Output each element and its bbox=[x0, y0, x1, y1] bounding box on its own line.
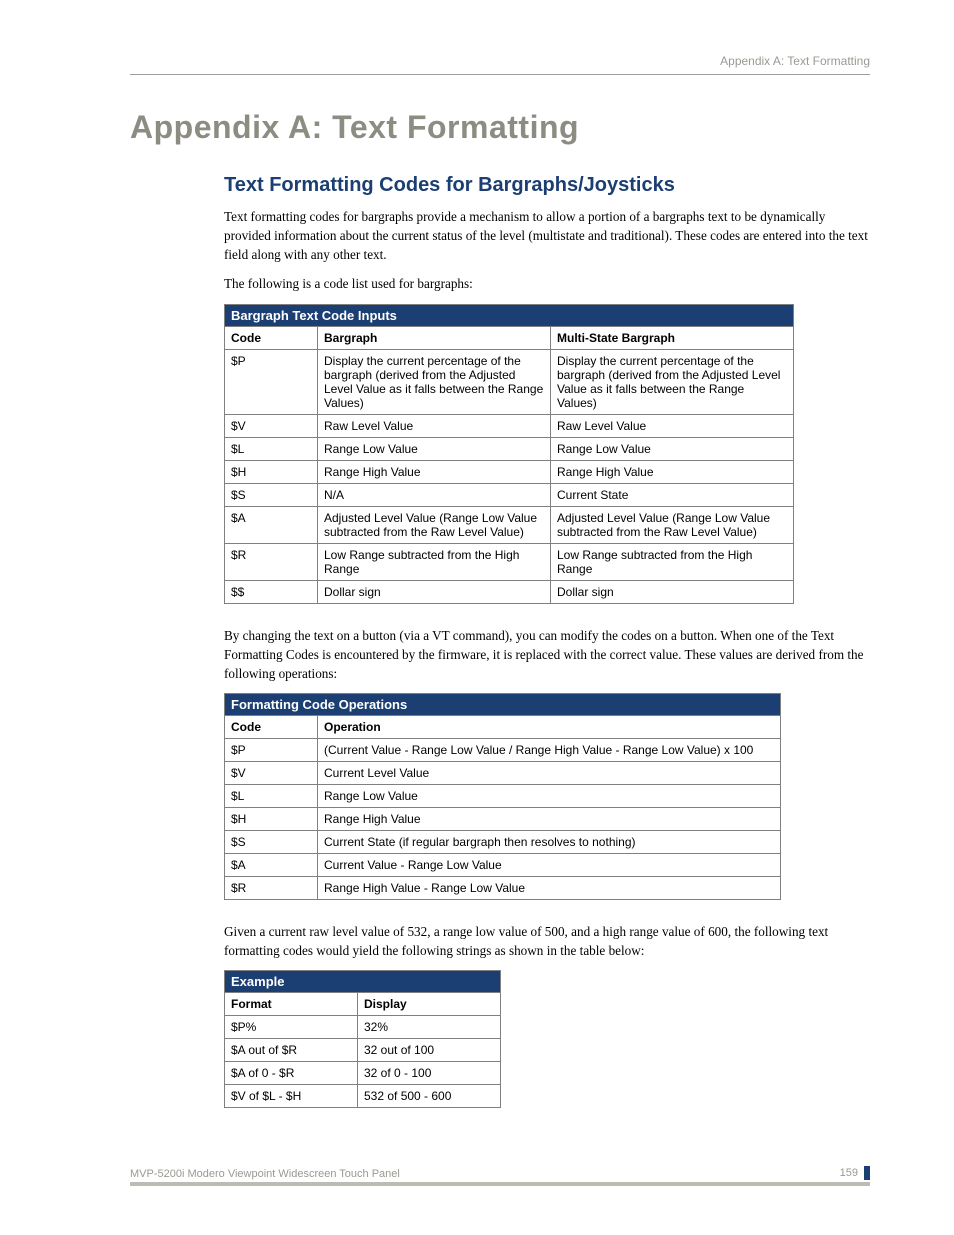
table-row: $VRaw Level ValueRaw Level Value bbox=[225, 414, 794, 437]
paragraph: Given a current raw level value of 532, … bbox=[224, 922, 870, 960]
column-header: Bargraph bbox=[318, 326, 551, 349]
column-header: Code bbox=[225, 715, 318, 738]
table-title: Bargraph Text Code Inputs bbox=[225, 304, 794, 326]
table-cell: Raw Level Value bbox=[318, 414, 551, 437]
table-header-row: FormatDisplay bbox=[225, 993, 501, 1016]
table-row: $SN/ACurrent State bbox=[225, 483, 794, 506]
page: Appendix A: Text Formatting Appendix A: … bbox=[0, 0, 954, 1204]
table-cell: Adjusted Level Value (Range Low Value su… bbox=[318, 506, 551, 543]
table-cell: $P% bbox=[225, 1016, 358, 1039]
table-cell: $P bbox=[225, 349, 318, 414]
table-row: $P(Current Value - Range Low Value / Ran… bbox=[225, 738, 781, 761]
table-row: $$Dollar signDollar sign bbox=[225, 580, 794, 603]
table-cell: Dollar sign bbox=[551, 580, 794, 603]
table-cell: 32 of 0 - 100 bbox=[358, 1062, 501, 1085]
table-header-row: CodeBargraphMulti-State Bargraph bbox=[225, 326, 794, 349]
table-row: $AAdjusted Level Value (Range Low Value … bbox=[225, 506, 794, 543]
table-cell: $V bbox=[225, 414, 318, 437]
table-cell: Range High Value bbox=[551, 460, 794, 483]
table-cell: Current Level Value bbox=[318, 761, 781, 784]
table-cell: Adjusted Level Value (Range Low Value su… bbox=[551, 506, 794, 543]
table-row: $HRange High ValueRange High Value bbox=[225, 460, 794, 483]
table-cell: $R bbox=[225, 876, 318, 899]
table-title: Example bbox=[225, 971, 501, 993]
table-cell: $$ bbox=[225, 580, 318, 603]
table-cell: $S bbox=[225, 830, 318, 853]
table-cell: 532 of 500 - 600 bbox=[358, 1085, 501, 1108]
table-cell: $H bbox=[225, 460, 318, 483]
table-cell: Range Low Value bbox=[318, 784, 781, 807]
footer-page-number: 159 bbox=[840, 1166, 870, 1180]
table-cell: $S bbox=[225, 483, 318, 506]
table-row: $LRange Low ValueRange Low Value bbox=[225, 437, 794, 460]
table-row: $P%32% bbox=[225, 1016, 501, 1039]
paragraph: By changing the text on a button (via a … bbox=[224, 626, 870, 683]
table-cell: $P bbox=[225, 738, 318, 761]
page-footer: MVP-5200i Modero Viewpoint Widescreen To… bbox=[130, 1166, 870, 1186]
table-cell: Current Value - Range Low Value bbox=[318, 853, 781, 876]
table-row: $LRange Low Value bbox=[225, 784, 781, 807]
running-header: Appendix A: Text Formatting bbox=[130, 54, 870, 75]
example-table: ExampleFormatDisplay$P%32%$A out of $R32… bbox=[224, 970, 501, 1108]
table-cell: 32 out of 100 bbox=[358, 1039, 501, 1062]
body: Text Formatting Codes for Bargraphs/Joys… bbox=[224, 174, 870, 1108]
table-cell: (Current Value - Range Low Value / Range… bbox=[318, 738, 781, 761]
page-title: Appendix A: Text Formatting bbox=[130, 109, 870, 146]
table-cell: Range High Value bbox=[318, 460, 551, 483]
table-cell: Display the current percentage of the ba… bbox=[318, 349, 551, 414]
table-header-row: CodeOperation bbox=[225, 715, 781, 738]
table-cell: $A out of $R bbox=[225, 1039, 358, 1062]
table-row: $ACurrent Value - Range Low Value bbox=[225, 853, 781, 876]
table-cell: Display the current percentage of the ba… bbox=[551, 349, 794, 414]
table-cell: $R bbox=[225, 543, 318, 580]
bargraph-codes-table: Bargraph Text Code InputsCodeBargraphMul… bbox=[224, 304, 794, 604]
table-cell: $H bbox=[225, 807, 318, 830]
footer-doc-title: MVP-5200i Modero Viewpoint Widescreen To… bbox=[130, 1168, 400, 1180]
table-cell: Range High Value - Range Low Value bbox=[318, 876, 781, 899]
table-cell: $A bbox=[225, 853, 318, 876]
table-cell: Low Range subtracted from the High Range bbox=[318, 543, 551, 580]
column-header: Display bbox=[358, 993, 501, 1016]
table-cell: $V bbox=[225, 761, 318, 784]
table-cell: Raw Level Value bbox=[551, 414, 794, 437]
table-cell: $V of $L - $H bbox=[225, 1085, 358, 1108]
table-row: $PDisplay the current percentage of the … bbox=[225, 349, 794, 414]
table-cell: Current State (if regular bargraph then … bbox=[318, 830, 781, 853]
formatting-operations-table: Formatting Code OperationsCodeOperation$… bbox=[224, 693, 781, 900]
page-number: 159 bbox=[840, 1167, 858, 1179]
table-row: $A out of $R32 out of 100 bbox=[225, 1039, 501, 1062]
column-header: Operation bbox=[318, 715, 781, 738]
table-cell: 32% bbox=[358, 1016, 501, 1039]
column-header: Code bbox=[225, 326, 318, 349]
table-row: $HRange High Value bbox=[225, 807, 781, 830]
paragraph: The following is a code list used for ba… bbox=[224, 274, 870, 293]
section-heading: Text Formatting Codes for Bargraphs/Joys… bbox=[224, 174, 870, 197]
table-cell: Range Low Value bbox=[551, 437, 794, 460]
table-row: $V of $L - $H532 of 500 - 600 bbox=[225, 1085, 501, 1108]
table-cell: Dollar sign bbox=[318, 580, 551, 603]
table-row: $VCurrent Level Value bbox=[225, 761, 781, 784]
table-cell: Range High Value bbox=[318, 807, 781, 830]
table-row: $RRange High Value - Range Low Value bbox=[225, 876, 781, 899]
table-row: $SCurrent State (if regular bargraph the… bbox=[225, 830, 781, 853]
column-header: Multi-State Bargraph bbox=[551, 326, 794, 349]
table-cell: $L bbox=[225, 437, 318, 460]
table-cell: $L bbox=[225, 784, 318, 807]
table-cell: N/A bbox=[318, 483, 551, 506]
table-row: $A of 0 - $R32 of 0 - 100 bbox=[225, 1062, 501, 1085]
table-cell: $A of 0 - $R bbox=[225, 1062, 358, 1085]
table-cell: Current State bbox=[551, 483, 794, 506]
footer-accent-bar bbox=[864, 1166, 870, 1180]
table-cell: Range Low Value bbox=[318, 437, 551, 460]
paragraph: Text formatting codes for bargraphs prov… bbox=[224, 207, 870, 264]
table-cell: $A bbox=[225, 506, 318, 543]
table-cell: Low Range subtracted from the High Range bbox=[551, 543, 794, 580]
column-header: Format bbox=[225, 993, 358, 1016]
table-title: Formatting Code Operations bbox=[225, 693, 781, 715]
table-row: $RLow Range subtracted from the High Ran… bbox=[225, 543, 794, 580]
